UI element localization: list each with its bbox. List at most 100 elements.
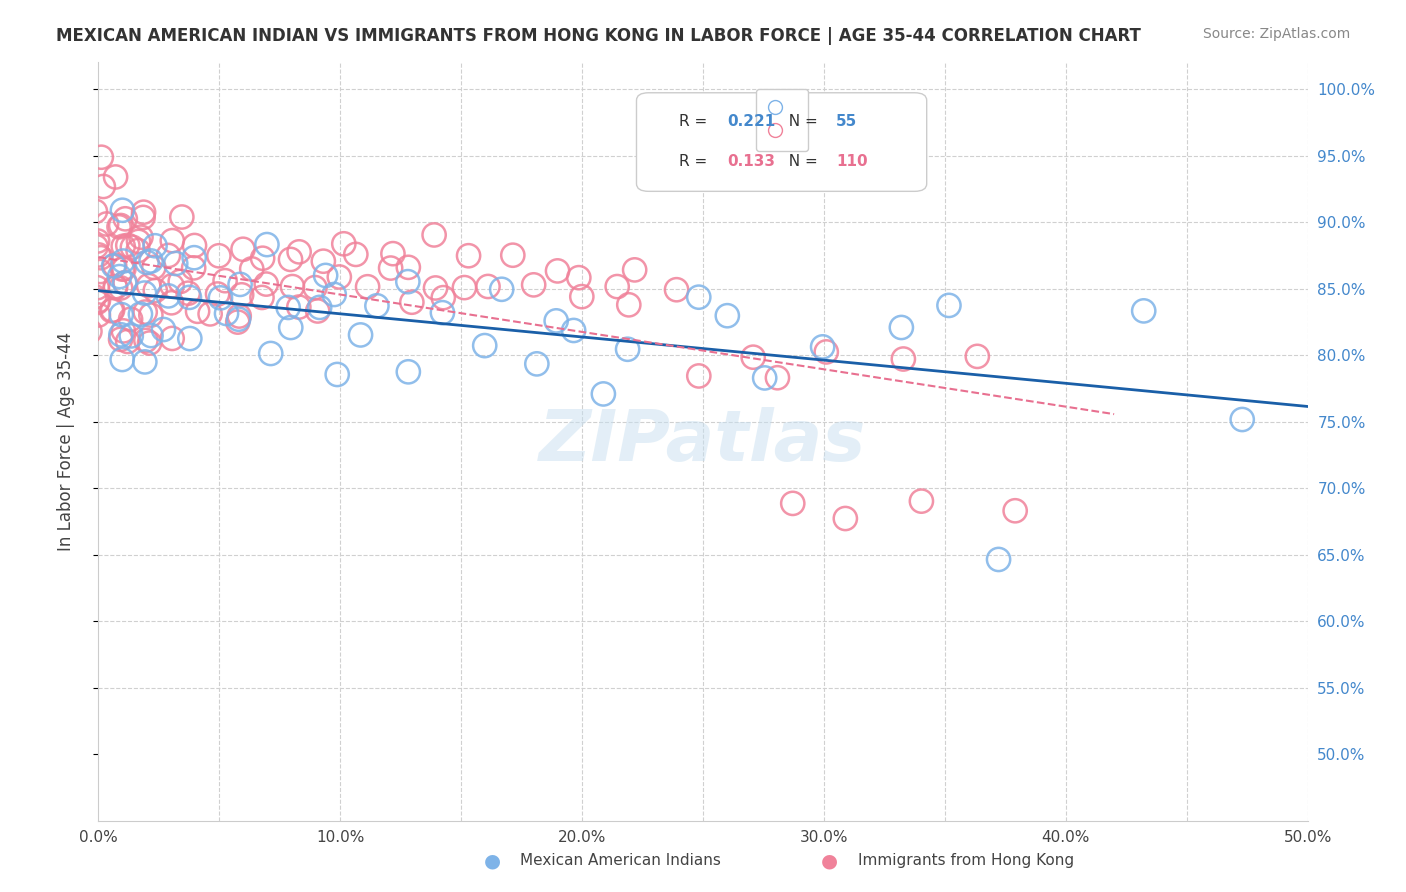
Point <box>101 303 124 318</box>
Point <box>288 244 311 259</box>
Point <box>326 368 349 382</box>
Point <box>108 219 131 234</box>
Point <box>568 270 591 285</box>
Point <box>502 248 524 262</box>
FancyBboxPatch shape <box>637 93 927 191</box>
Point <box>165 256 187 270</box>
Point <box>143 284 166 298</box>
Point <box>423 227 446 242</box>
Point <box>766 370 789 384</box>
Point <box>938 298 960 312</box>
Point <box>112 239 135 253</box>
Point <box>120 312 142 326</box>
Text: Immigrants from Hong Kong: Immigrants from Hong Kong <box>858 854 1074 868</box>
Point <box>815 345 838 359</box>
Point <box>93 179 115 194</box>
Point <box>179 290 201 304</box>
Point <box>453 280 475 294</box>
Point <box>315 268 337 283</box>
Point <box>111 262 134 277</box>
Point <box>288 300 311 314</box>
Point <box>252 252 274 266</box>
Point <box>592 387 614 401</box>
Point <box>143 239 166 253</box>
Point <box>665 283 688 297</box>
Point <box>110 327 132 342</box>
Point <box>228 309 250 323</box>
Point <box>349 327 371 342</box>
Point <box>162 234 184 248</box>
Point <box>742 350 765 364</box>
Point <box>1232 412 1254 426</box>
Point <box>114 276 136 290</box>
Point <box>142 260 165 275</box>
Point <box>811 340 834 354</box>
Point <box>356 279 378 293</box>
Point <box>754 371 776 385</box>
Point <box>616 343 638 357</box>
Point <box>87 308 110 322</box>
Point <box>1132 304 1154 318</box>
Text: ZIPatlas: ZIPatlas <box>540 407 866 476</box>
Point <box>87 248 110 262</box>
Point <box>134 286 156 301</box>
Point <box>198 307 221 321</box>
Point <box>457 249 479 263</box>
Point <box>231 288 253 302</box>
Point <box>104 169 127 184</box>
Point <box>256 237 278 252</box>
Text: 0.133: 0.133 <box>727 153 775 169</box>
Point <box>232 242 254 256</box>
Point <box>135 334 157 348</box>
Point <box>83 290 105 304</box>
Point <box>96 217 118 231</box>
Point <box>117 334 139 349</box>
Text: N =: N = <box>779 114 823 129</box>
Point <box>139 308 162 322</box>
Point <box>110 308 132 322</box>
Point <box>214 274 236 288</box>
Point <box>87 293 110 308</box>
Point <box>716 309 738 323</box>
Point <box>84 240 107 254</box>
Point <box>169 275 191 289</box>
Point <box>183 238 205 252</box>
Point <box>333 236 356 251</box>
Point <box>104 279 127 293</box>
Point <box>208 249 231 263</box>
Point <box>160 295 183 310</box>
Point <box>207 287 229 301</box>
Point <box>157 248 180 262</box>
Point <box>177 286 200 301</box>
Point <box>108 269 131 284</box>
Point <box>304 280 326 294</box>
Point <box>432 291 454 305</box>
Point <box>89 264 111 278</box>
Point <box>380 261 402 276</box>
Point <box>228 312 250 326</box>
Point <box>254 277 277 291</box>
Point <box>1004 504 1026 518</box>
Point <box>477 279 499 293</box>
Y-axis label: In Labor Force | Age 35-44: In Labor Force | Age 35-44 <box>56 332 75 551</box>
Text: ●: ● <box>484 851 501 871</box>
Point <box>157 289 180 303</box>
Point <box>138 278 160 293</box>
Point <box>110 219 132 233</box>
Legend: , : , <box>755 89 807 152</box>
Point <box>396 275 419 289</box>
Point <box>910 494 932 508</box>
Point <box>84 204 107 219</box>
Point <box>328 270 350 285</box>
Point <box>523 277 546 292</box>
Point <box>111 203 134 218</box>
Text: Mexican American Indians: Mexican American Indians <box>520 854 721 868</box>
Point <box>112 254 135 268</box>
Point <box>103 259 125 273</box>
Point <box>134 355 156 369</box>
Point <box>474 338 496 352</box>
Point <box>139 328 162 343</box>
Point <box>240 261 263 276</box>
Point <box>782 496 804 510</box>
Point <box>121 240 143 254</box>
